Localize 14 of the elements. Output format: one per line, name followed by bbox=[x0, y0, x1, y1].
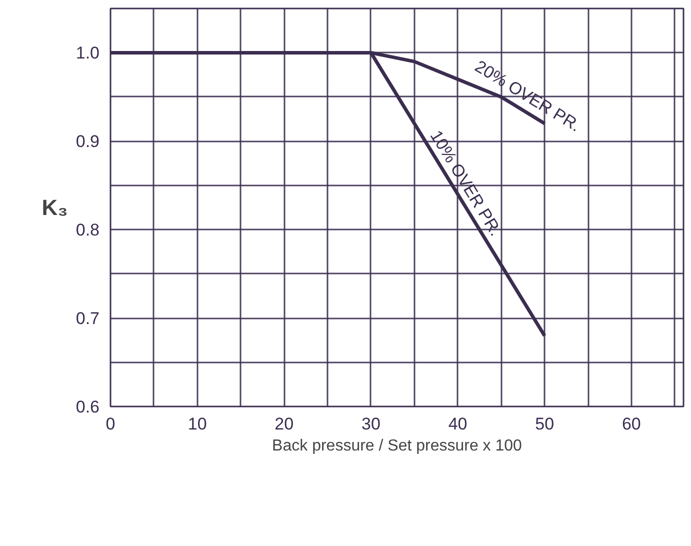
y-tick-label: 0.8 bbox=[76, 220, 100, 240]
x-tick-label: 60 bbox=[622, 414, 641, 434]
y-tick-label: 0.6 bbox=[76, 398, 100, 416]
x-tick-label: 10 bbox=[188, 414, 207, 434]
x-tick-label: 20 bbox=[274, 414, 294, 434]
x-tick-label: 0 bbox=[106, 414, 116, 434]
y-axis-title: K₃ bbox=[42, 195, 68, 220]
y-tick-label: 0.7 bbox=[76, 309, 100, 328]
x-tick-label: 40 bbox=[448, 414, 468, 434]
y-tick-label: 1.0 bbox=[76, 44, 100, 63]
x-axis-title: Back pressure / Set pressure x 100 bbox=[272, 438, 522, 454]
y-tick-label: 0.9 bbox=[76, 132, 100, 152]
x-tick-label: 30 bbox=[362, 414, 380, 434]
x-tick-label: 50 bbox=[535, 414, 554, 434]
